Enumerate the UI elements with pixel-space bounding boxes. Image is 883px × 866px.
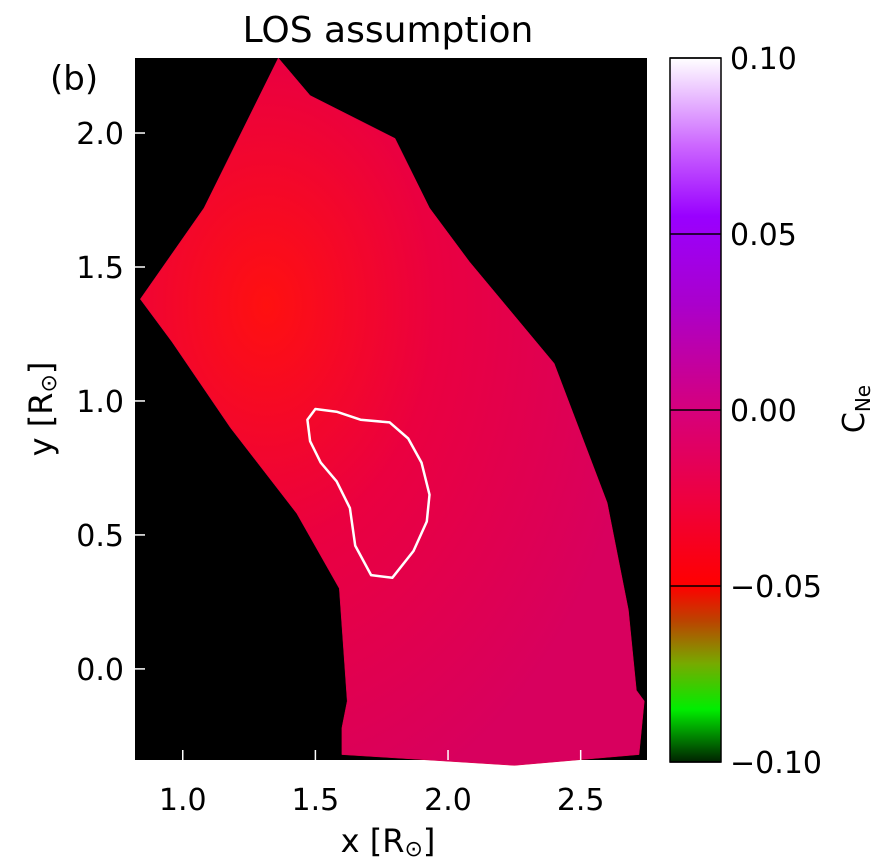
y-axis-sun-symbol: ⊙ xyxy=(37,374,62,392)
x-tick-label-3: 2.5 xyxy=(557,783,605,818)
colorbar-label-subscript: Ne xyxy=(851,385,875,412)
colorbar-tick-label-1: 0.05 xyxy=(730,218,797,253)
plot-area: 1.0 1.5 2.0 2.5 0.0 0.5 1.0 1.5 2.0 xyxy=(76,57,647,818)
colorbar-tick-label-3: −0.05 xyxy=(730,570,822,605)
colorbar-tick-label-2: 0.00 xyxy=(730,394,797,429)
y-tick-label-0: 0.0 xyxy=(76,653,124,688)
colorbar-tick-label-0: 0.10 xyxy=(730,42,797,77)
x-axis-sun-symbol: ⊙ xyxy=(404,837,422,862)
panel-label: (b) xyxy=(50,59,98,99)
y-axis-label-text: y [R xyxy=(22,393,60,457)
x-axis-label-suffix: ] xyxy=(423,822,435,860)
y-ticks: 0.0 0.5 1.0 1.5 2.0 xyxy=(76,117,145,688)
x-tick-label-1: 1.5 xyxy=(292,783,340,818)
colorbar-label: CNe xyxy=(837,385,875,433)
chart-title: LOS assumption xyxy=(243,10,534,51)
y-tick-label-1: 0.5 xyxy=(76,519,124,554)
y-axis-label-suffix: ] xyxy=(22,362,60,374)
x-tick-label-2: 2.0 xyxy=(424,783,472,818)
y-tick-label-4: 2.0 xyxy=(76,117,124,152)
data-region xyxy=(139,57,645,766)
y-tick-label-2: 1.0 xyxy=(76,385,124,420)
y-axis-label: y [R⊙] xyxy=(22,362,62,457)
x-axis-label-text: x [R xyxy=(341,822,405,860)
contour-line xyxy=(306,407,431,580)
colorbar-label-text: C xyxy=(837,412,872,433)
colorbar-tick-label-4: −0.10 xyxy=(730,746,822,781)
colorbar: 0.10 0.05 0.00 −0.05 −0.10 CNe xyxy=(669,42,875,781)
x-axis-label: x [R⊙] xyxy=(341,822,436,862)
x-tick-label-0: 1.0 xyxy=(159,783,207,818)
colorbar-ticks: 0.10 0.05 0.00 −0.05 −0.10 xyxy=(670,42,822,781)
y-tick-label-3: 1.5 xyxy=(76,251,124,286)
x-ticks: 1.0 1.5 2.0 2.5 xyxy=(159,750,605,818)
